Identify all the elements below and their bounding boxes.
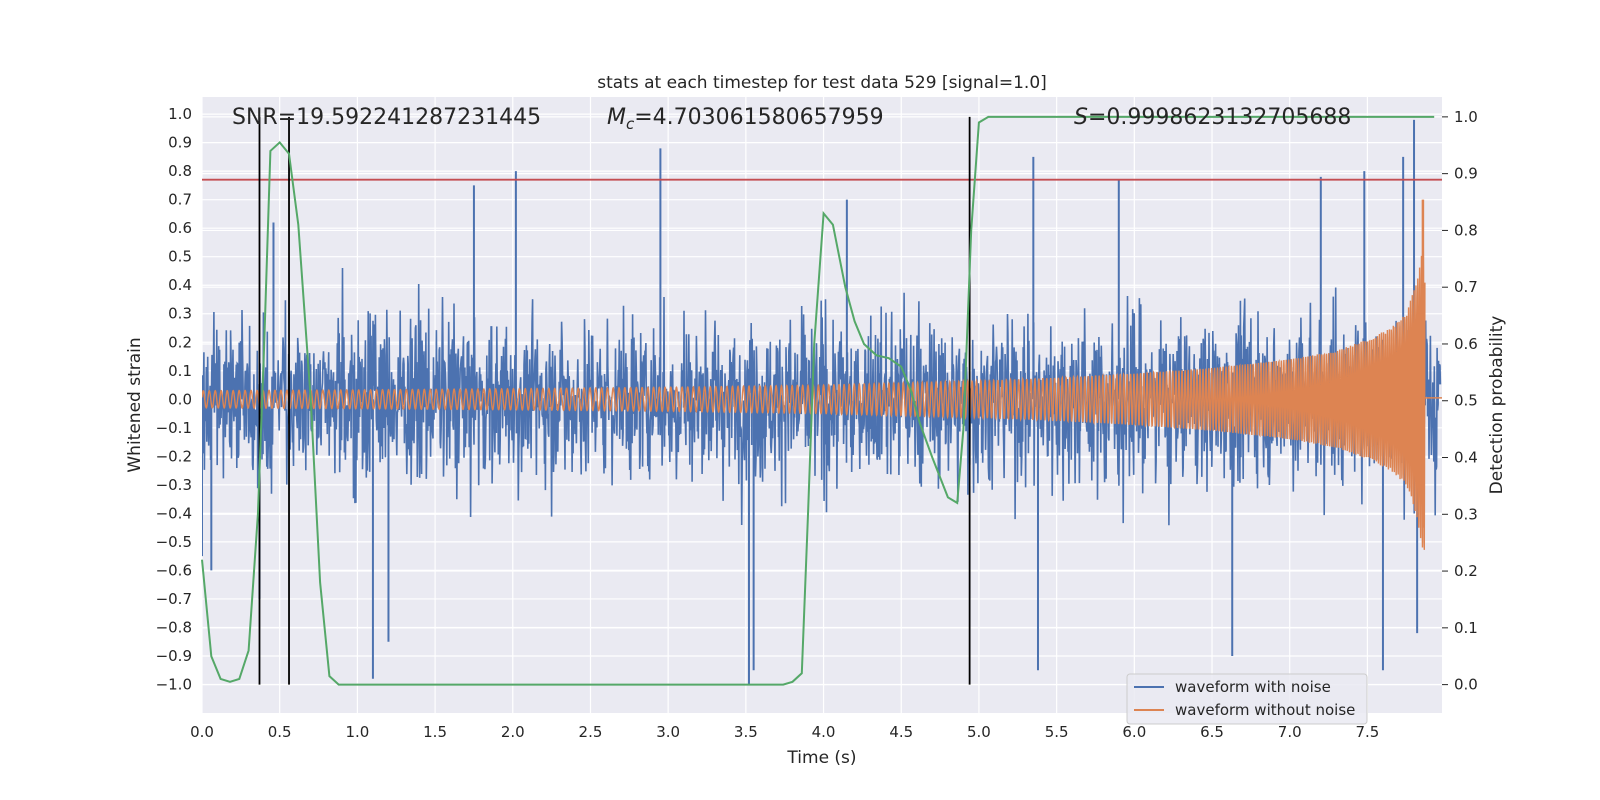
x-tick-label: 1.5 bbox=[423, 723, 447, 741]
significance-annotation: S=0.9998623132705688 bbox=[1074, 105, 1351, 130]
y-tick-label-left: −0.5 bbox=[156, 533, 192, 551]
y-tick-label-left: −0.7 bbox=[156, 590, 192, 608]
y-tick-label-left: −0.9 bbox=[156, 647, 192, 665]
y-tick-label-left: 0.6 bbox=[168, 219, 192, 237]
x-tick-label: 7.0 bbox=[1278, 723, 1302, 741]
y-tick-label-right: 1.0 bbox=[1454, 108, 1478, 126]
x-tick-label: 6.5 bbox=[1200, 723, 1224, 741]
legend-label-noisy: waveform with noise bbox=[1175, 678, 1331, 696]
y-tick-label-left: 1.0 bbox=[168, 105, 192, 123]
y-tick-label-left: −0.8 bbox=[156, 618, 192, 636]
y-tick-label-left: 0.8 bbox=[168, 162, 192, 180]
y-axis-label-left: Whitened strain bbox=[125, 337, 145, 472]
x-tick-label: 2.0 bbox=[501, 723, 525, 741]
plot-area bbox=[202, 119, 1442, 685]
legend-label-clean: waveform without noise bbox=[1175, 701, 1355, 719]
reference-lines bbox=[201, 115, 1442, 686]
y-tick-label-right: 0.2 bbox=[1454, 562, 1478, 580]
chart-title: stats at each timestep for test data 529… bbox=[597, 73, 1047, 93]
y-tick-label-left: −0.4 bbox=[156, 504, 192, 522]
y-tick-label-left: −0.6 bbox=[156, 561, 192, 579]
series-detection-probability bbox=[201, 115, 1435, 686]
x-tick-label: 2.5 bbox=[579, 723, 603, 741]
y-tick-label-right: 0.8 bbox=[1454, 221, 1478, 239]
x-tick-label: 1.0 bbox=[345, 723, 369, 741]
chirp-mass-annotation: Mc=4.703061580657959 bbox=[607, 105, 884, 133]
x-tick-label: 3.5 bbox=[734, 723, 758, 741]
y-tick-label-left: 0.4 bbox=[168, 276, 192, 294]
y-tick-label-left: 0.9 bbox=[168, 134, 192, 152]
snr-annotation: SNR=19.592241287231445 bbox=[232, 105, 541, 130]
x-tick-label: 5.5 bbox=[1045, 723, 1069, 741]
x-tick-label: 7.5 bbox=[1355, 723, 1379, 741]
series-waveform-with-noise bbox=[202, 267, 1442, 526]
y-tick-label-left: 0.3 bbox=[168, 305, 192, 323]
y-tick-label-right: 0.6 bbox=[1454, 335, 1478, 353]
y-tick-label-right: 0.4 bbox=[1454, 449, 1478, 467]
y-tick-label-right: 0.9 bbox=[1454, 165, 1478, 183]
y-tick-label-right: 0.1 bbox=[1454, 619, 1478, 637]
legend-box bbox=[1126, 673, 1368, 725]
tick-labels: 0.0 0.5 1.0 1.5 2.0 2.5 3.0 3.5 4.0 4.5 5.0 5.5 6.0 6… bbox=[156, 105, 1478, 741]
y-tick-label-left: −0.3 bbox=[156, 476, 192, 494]
y-tick-label-left: −0.1 bbox=[156, 419, 192, 437]
x-tick-label: 4.0 bbox=[812, 723, 836, 741]
x-axis-label: Time (s) bbox=[786, 748, 856, 768]
y-tick-label-left: 0.2 bbox=[168, 333, 192, 351]
x-tick-label: 0.5 bbox=[268, 723, 292, 741]
y-tick-label-left: −1.0 bbox=[156, 675, 192, 693]
x-tick-label: 4.5 bbox=[889, 723, 913, 741]
y-tick-label-left: 0.0 bbox=[168, 390, 192, 408]
x-tick-label: 5.0 bbox=[967, 723, 991, 741]
y-tick-label-left: 0.7 bbox=[168, 191, 192, 209]
y-axis-label-right: Detection probability bbox=[1487, 316, 1507, 495]
x-tick-label: 3.0 bbox=[656, 723, 680, 741]
legend: waveform with noise waveform without noi… bbox=[1126, 673, 1368, 725]
y-tick-label-right: 0.0 bbox=[1454, 676, 1478, 694]
y-tick-label-left: −0.2 bbox=[156, 447, 192, 465]
y-tick-label-left: 0.5 bbox=[168, 248, 192, 266]
x-tick-label: 0.0 bbox=[190, 723, 214, 741]
y-tick-label-right: 0.5 bbox=[1454, 392, 1478, 410]
y-tick-label-right: 0.7 bbox=[1454, 278, 1478, 296]
x-tick-label: 6.0 bbox=[1122, 723, 1146, 741]
y-tick-label-left: 0.1 bbox=[168, 362, 192, 380]
y-tick-label-right: 0.3 bbox=[1454, 505, 1478, 523]
